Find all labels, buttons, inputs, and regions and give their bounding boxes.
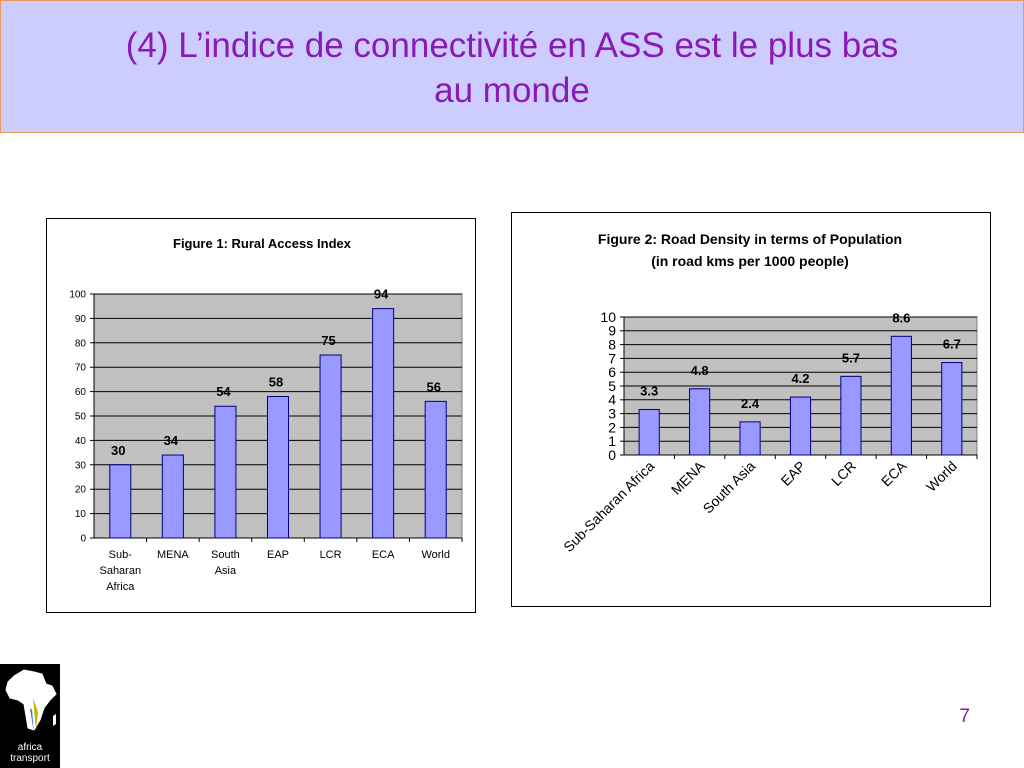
africa-map-icon [5, 669, 57, 734]
x-tick-label: Sub-Saharan Africa [560, 458, 657, 555]
slide-title-line-2: au monde [434, 71, 590, 110]
y-tick-label: 2 [608, 419, 616, 435]
y-tick-label: 30 [75, 460, 87, 471]
chart-title: Figure 2: Road Density in terms of Popul… [598, 231, 902, 247]
x-tick-label: ECA [878, 457, 910, 489]
data-label: 6.7 [943, 337, 961, 352]
y-tick-label: 7 [608, 350, 616, 366]
slide-title: (4) L’indice de connectivité en ASS est … [1, 23, 1023, 113]
x-tick-label: EAP [267, 549, 289, 561]
x-tick-label: EAP [777, 458, 808, 489]
y-tick-label: 50 [75, 412, 87, 423]
y-tick-label: 80 [75, 338, 87, 349]
bar [789, 396, 812, 456]
y-tick-label: 10 [600, 309, 616, 325]
title-band: (4) L’indice de connectivité en ASS est … [0, 0, 1024, 133]
rural-access-index-svg: Figure 1: Rural Access Index 0 10 20 30 40 50 6… [69, 236, 463, 593]
y-tick-label: 70 [75, 363, 87, 374]
data-label: 54 [216, 384, 231, 399]
road-density-svg: Figure 2: Road Density in terms of Popul… [560, 231, 978, 555]
y-tick-label: 6 [608, 364, 616, 380]
y-tick-label: 60 [75, 387, 87, 398]
data-label: 4.2 [791, 371, 809, 386]
bar [840, 375, 862, 456]
x-tick-label: South Asia [700, 458, 759, 517]
y-tick-label: 10 [75, 509, 87, 520]
bar [424, 400, 447, 539]
data-label: 30 [111, 443, 125, 458]
bar [638, 408, 660, 456]
rural-access-index-chart: Figure 1: Rural Access Index 0 10 20 30 40 50 6… [46, 218, 476, 613]
data-label: 56 [426, 379, 440, 394]
x-tick-label: MENA [157, 549, 189, 561]
africa-transport-logo: africa transport [0, 664, 60, 768]
y-tick-label: 4 [608, 392, 616, 408]
x-tick-label: MENA [668, 457, 708, 497]
bar [689, 388, 711, 456]
data-label: 58 [269, 374, 283, 389]
x-tick-label: World [421, 549, 450, 561]
bar [109, 464, 132, 539]
data-label: 94 [374, 287, 389, 302]
y-tick-label: 3 [608, 406, 616, 422]
y-tick-label: 20 [75, 485, 87, 496]
page-number: 7 [959, 706, 970, 727]
chart-title: Figure 1: Rural Access Index [173, 236, 352, 251]
data-label: 5.7 [842, 350, 860, 365]
x-tick-label: World [923, 458, 960, 495]
data-label: 34 [164, 433, 179, 448]
data-label: 4.8 [691, 363, 709, 378]
y-tick-label: 9 [608, 323, 616, 339]
logo-text-line-2: transport [10, 753, 50, 764]
bar [319, 354, 342, 539]
bar [941, 362, 963, 456]
y-tick-label: 0 [80, 534, 86, 545]
x-tick-label: LCR [320, 549, 342, 561]
x-tick-label: Sub-Saharan Africa [99, 549, 141, 593]
data-label: 75 [321, 333, 335, 348]
bar [266, 395, 290, 539]
chart-subtitle: (in road kms per 1000 people) [651, 253, 849, 269]
bar [372, 308, 395, 539]
data-label: 2.4 [741, 396, 760, 411]
y-tick-label: 5 [608, 378, 616, 394]
bar [739, 421, 761, 456]
slide-title-line-1: (4) L’indice de connectivité en ASS est … [125, 26, 899, 65]
data-label: 8.6 [892, 310, 910, 325]
x-tick-label: LCR [828, 458, 859, 489]
data-label: 3.3 [640, 383, 658, 398]
road-density-chart: Figure 2: Road Density in terms of Popul… [511, 212, 991, 607]
y-tick-label: 90 [75, 314, 87, 325]
y-tick-label: 0 [608, 447, 616, 463]
y-tick-label: 1 [608, 433, 616, 449]
logo-text-line-1: africa [17, 742, 43, 753]
x-tick-label: South Asia [211, 549, 240, 577]
x-tick-label: ECA [372, 549, 395, 561]
bar [890, 335, 912, 456]
bar [214, 405, 237, 539]
y-tick-label: 40 [75, 436, 87, 447]
y-tick-label: 8 [608, 337, 616, 353]
y-tick-label: 100 [69, 290, 86, 301]
bar [161, 454, 184, 539]
